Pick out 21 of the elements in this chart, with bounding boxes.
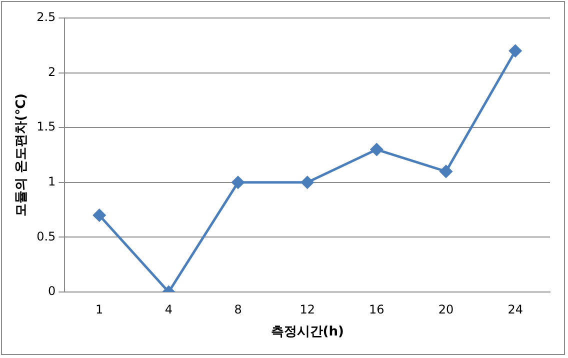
y-tick-label: 0 xyxy=(48,284,56,298)
x-tick-label: 24 xyxy=(508,302,523,316)
x-tick-label: 8 xyxy=(234,302,242,316)
y-tick-label: 1 xyxy=(48,174,56,189)
point xyxy=(509,44,522,58)
x-tick-label: 1 xyxy=(96,302,104,316)
x-tick-label: 4 xyxy=(164,302,172,316)
point xyxy=(232,176,244,189)
y-tick-label: 0.5 xyxy=(36,229,56,244)
y-tick-label: 1.5 xyxy=(36,120,56,134)
x-tick-label: 20 xyxy=(438,302,454,316)
y-axis-title: 모듈의 온도편차(℃) xyxy=(14,93,30,217)
y-tick-label: 2 xyxy=(48,64,56,79)
x-tick-label: 16 xyxy=(369,302,384,316)
x-axis-title: 측정시간(h) xyxy=(270,324,344,340)
point xyxy=(440,165,452,178)
point xyxy=(93,209,106,222)
y-tick-label: 2.5 xyxy=(36,10,56,24)
point xyxy=(370,143,383,156)
point xyxy=(301,176,314,189)
x-tick-label: 12 xyxy=(300,302,315,316)
